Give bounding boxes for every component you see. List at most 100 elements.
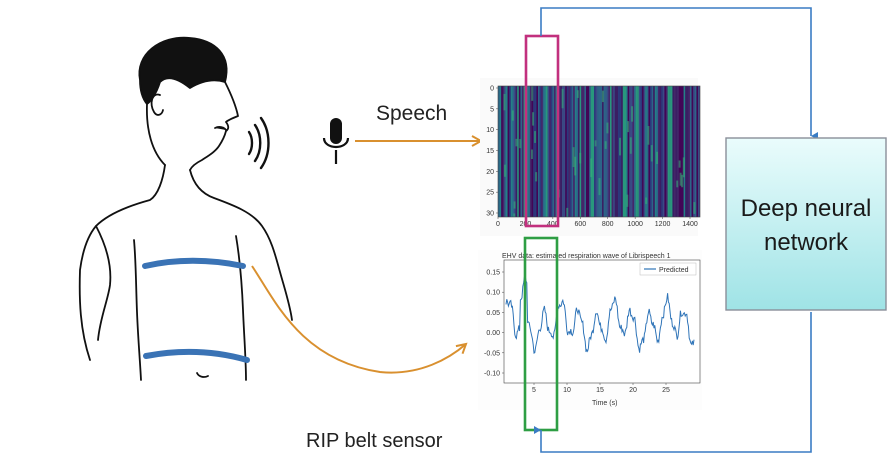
spectrogram-stripe: [632, 86, 635, 217]
spectrogram-stripe: [602, 86, 604, 217]
spectrogram-stripe: [579, 86, 582, 217]
spectrogram-highlight: [572, 147, 575, 168]
spectrogram-highlight: [532, 112, 535, 126]
spectrogram-stripe: [658, 86, 660, 217]
spectrogram-stripe: [506, 86, 508, 217]
spectrogram-stripe: [654, 86, 657, 217]
rip-belt-upper: [142, 257, 246, 269]
respiration-plot: EHV data: estimated respiration wave of …: [478, 250, 702, 410]
spec-x-tick-label: 1200: [655, 221, 671, 228]
spectrogram-stripe: [541, 86, 543, 217]
spectrogram-stripe: [621, 86, 623, 217]
spec-y-tick-label: 20: [486, 169, 494, 176]
spectrogram-stripe: [637, 86, 639, 217]
spectrogram-stripe: [597, 86, 599, 217]
spectrogram-stripe: [683, 86, 686, 217]
spectrogram-stripe: [499, 86, 502, 217]
spectrogram-stripe: [690, 86, 692, 217]
deep-neural-network-box: Deep neural network: [725, 137, 887, 311]
speaking-person-icon: [78, 36, 293, 381]
spectrogram-stripe: [645, 86, 647, 217]
spectrogram-stripe: [606, 86, 609, 217]
spectrogram-stripe: [664, 86, 667, 217]
spectrogram-stripe: [539, 86, 542, 217]
spectrogram-highlight: [626, 194, 629, 207]
spectrogram-highlight: [574, 156, 577, 176]
spectrogram-stripe: [656, 86, 659, 217]
spectrogram-stripe: [501, 86, 503, 217]
spectrogram-highlight: [513, 213, 516, 217]
spectrogram-stripe: [675, 86, 678, 217]
spectrogram-stripe: [686, 86, 689, 217]
resp-y-tick-label: 0.00: [486, 330, 500, 337]
spectrogram-highlight: [511, 110, 514, 121]
spectrogram-stripe: [546, 86, 548, 217]
spectrogram-stripe: [576, 86, 579, 217]
dnn-label-line1: Deep neural: [741, 195, 872, 222]
spectrogram-stripe: [523, 86, 526, 217]
spectrogram-stripe: [590, 86, 593, 217]
spec-x-tick-label: 0: [496, 221, 500, 228]
spectrogram-highlight: [693, 202, 696, 214]
spectrogram-highlight: [576, 90, 579, 98]
feedback-arrow-bottom: [534, 312, 812, 453]
spec-y-tick-label: 5: [490, 106, 494, 113]
rip-signal-arrow: [251, 265, 466, 374]
spectrogram-stripe: [592, 86, 595, 217]
spectrogram-stripe: [698, 86, 700, 217]
spectrogram-highlight: [594, 140, 597, 147]
spectrogram-highlight: [566, 207, 569, 217]
spectrogram-stripe: [522, 86, 524, 217]
spectrogram-highlight: [681, 174, 684, 188]
spectrogram-stripe: [661, 86, 663, 217]
spectrogram-stripe: [613, 86, 615, 217]
resp-x-label: Time (s): [592, 400, 617, 407]
spectrogram-stripe: [638, 86, 641, 217]
spectrogram-stripe: [587, 86, 590, 217]
spectrogram-stripe: [672, 86, 675, 217]
spectrogram-stripe: [694, 86, 697, 217]
spec-x-tick-label: 600: [574, 221, 586, 228]
resp-x-tick-label: 10: [563, 387, 571, 394]
spectrogram-stripe: [608, 86, 611, 217]
spectrogram-stripe: [595, 86, 598, 217]
spectrogram-stripe: [594, 86, 596, 217]
spectrogram-stripe: [627, 86, 630, 217]
spectrogram-stripe: [670, 86, 673, 217]
spec-y-tick-label: 25: [486, 190, 494, 197]
spectrogram-highlight: [579, 152, 582, 164]
navel: [196, 372, 209, 378]
spectrogram-stripe: [533, 86, 535, 217]
spec-y-tick-label: 10: [486, 127, 494, 134]
spectrogram-stripe: [626, 86, 628, 217]
spec-x-tick-label: 1400: [682, 221, 698, 228]
spectrogram-stripe: [614, 86, 617, 217]
spectrogram-stripe: [669, 86, 671, 217]
resp-x-tick-label: 15: [596, 387, 604, 394]
spectrogram-stripe: [634, 86, 636, 217]
spectrogram-stripe: [507, 86, 510, 217]
magenta-window-box: [524, 34, 560, 228]
spectrogram-stripe: [589, 86, 591, 217]
spec-y-tick-label: 15: [486, 148, 494, 155]
spectrogram-stripe: [555, 86, 558, 217]
spectrogram-stripe: [688, 86, 691, 217]
spectrogram-highlight: [650, 145, 653, 162]
spectrogram-stripe: [515, 86, 518, 217]
spectrogram-stripe: [526, 86, 529, 217]
spectrogram-stripe: [624, 86, 627, 217]
spectrogram-highlight: [676, 180, 679, 188]
spectrogram-stripe: [642, 86, 644, 217]
spectrogram-stripe: [680, 86, 683, 217]
legend: Predicted: [639, 262, 697, 276]
spectrogram-stripe: [509, 86, 511, 217]
spectrogram-stripe: [566, 86, 569, 217]
spectrogram-stripe: [586, 86, 588, 217]
spectrogram-stripe: [598, 86, 601, 217]
spectrogram-stripe: [635, 86, 638, 217]
spectrogram-stripe: [562, 86, 564, 217]
torso-left: [133, 239, 142, 381]
spectrogram-stripe: [678, 86, 681, 217]
spectrogram-stripe: [581, 86, 583, 217]
